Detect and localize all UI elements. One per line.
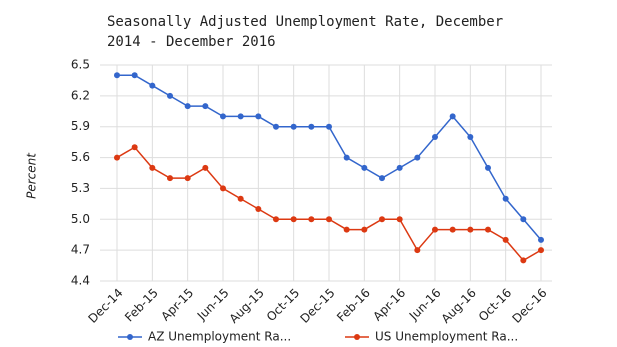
data-point [184, 175, 191, 182]
x-tick-label: Apr-16 [370, 286, 408, 324]
data-point [255, 206, 262, 212]
data-point [220, 113, 226, 120]
data-point [538, 247, 544, 254]
data-point [379, 216, 385, 223]
data-point [237, 195, 244, 202]
data-point [273, 216, 279, 223]
x-tick-label: Dec-15 [297, 286, 337, 326]
legend-marker [354, 334, 360, 340]
y-tick-label: 5.6 [71, 150, 90, 164]
data-point [308, 123, 315, 130]
x-tick-label: Apr-15 [158, 286, 196, 324]
data-point [485, 226, 491, 233]
data-point [255, 113, 262, 120]
data-point [414, 247, 421, 254]
data-point [202, 103, 209, 110]
x-tick-label: Jun-15 [194, 286, 232, 324]
data-point [326, 123, 332, 130]
data-point [326, 216, 332, 223]
data-point [114, 72, 120, 79]
data-point [414, 154, 421, 161]
y-tick-label: 6.5 [71, 58, 90, 72]
y-axis-label: Percent [25, 152, 39, 199]
data-point [432, 226, 438, 233]
data-point [131, 72, 138, 79]
data-point [538, 236, 544, 243]
data-point [184, 103, 191, 110]
legend-label: AZ Unemployment Ra... [148, 330, 291, 344]
data-point [396, 216, 403, 223]
data-point [290, 216, 297, 223]
data-point [237, 113, 244, 120]
x-tick-label: Aug-15 [227, 286, 267, 326]
data-point [361, 226, 368, 233]
data-point [379, 175, 385, 182]
data-point [343, 226, 350, 233]
data-point [167, 175, 173, 182]
x-tick-label: Feb-15 [122, 286, 161, 325]
data-point [131, 144, 138, 151]
data-point [467, 226, 474, 233]
data-point [520, 257, 527, 264]
x-tick-label: Dec-14 [85, 286, 125, 326]
data-point [502, 195, 509, 202]
y-tick-label: 4.7 [71, 243, 90, 257]
data-point [396, 164, 403, 171]
data-point [502, 236, 509, 243]
data-point [449, 226, 456, 233]
x-tick-label: Feb-16 [334, 286, 373, 325]
chart-title: Seasonally Adjusted Unemployment Rate, D… [107, 14, 504, 50]
data-point [149, 82, 156, 89]
data-point [485, 164, 491, 171]
data-point [308, 216, 315, 223]
data-point [202, 164, 209, 171]
data-point [520, 216, 527, 223]
x-tick-label: Aug-16 [439, 286, 479, 326]
x-tick-label: Oct-16 [476, 286, 514, 324]
y-tick-label: 5.9 [71, 119, 90, 133]
x-tick-label: Jun-16 [406, 286, 444, 324]
y-tick-label: 6.2 [71, 88, 90, 102]
x-tick-label: Dec-16 [509, 286, 549, 326]
data-point [467, 134, 474, 140]
data-point [449, 113, 456, 120]
y-tick-label: 5.0 [71, 212, 90, 226]
y-tick-label: 5.3 [71, 181, 90, 195]
data-point [432, 134, 438, 140]
data-point [290, 123, 297, 130]
data-point [149, 164, 156, 171]
data-point [273, 123, 279, 130]
data-point [220, 185, 226, 192]
y-tick-label: 4.4 [71, 274, 90, 288]
data-point [167, 92, 173, 99]
data-point [343, 154, 350, 161]
legend-label: US Unemployment Ra... [375, 330, 518, 344]
data-point [361, 164, 368, 171]
legend-marker [127, 334, 133, 340]
x-tick-label: Oct-15 [264, 286, 302, 324]
data-point [114, 154, 120, 161]
